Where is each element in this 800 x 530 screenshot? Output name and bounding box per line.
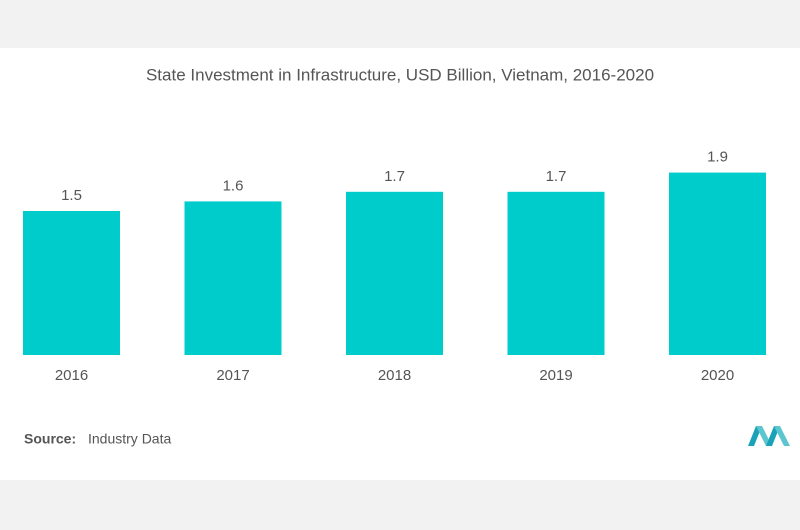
bar [184, 201, 282, 355]
chart-title: State Investment in Infrastructure, USD … [146, 65, 654, 84]
value-label: 1.6 [223, 177, 244, 194]
x-tick-label: 2018 [378, 367, 411, 384]
top-band [0, 0, 800, 48]
value-label: 1.7 [546, 168, 567, 185]
x-tick-label: 2020 [701, 367, 734, 384]
value-label: 1.5 [61, 187, 82, 204]
value-label: 1.9 [707, 149, 728, 166]
x-tick-label: 2017 [216, 367, 249, 384]
source-text: Industry Data [88, 431, 171, 447]
x-tick-label: 2019 [539, 367, 572, 384]
value-label: 1.7 [384, 168, 405, 185]
bar [23, 211, 120, 355]
x-tick-label: 2016 [55, 367, 88, 384]
logo [748, 426, 790, 446]
bar [346, 191, 443, 355]
source-label: Source: [24, 431, 76, 447]
bar [669, 172, 766, 355]
bar [507, 191, 605, 355]
bottom-band [0, 480, 800, 530]
